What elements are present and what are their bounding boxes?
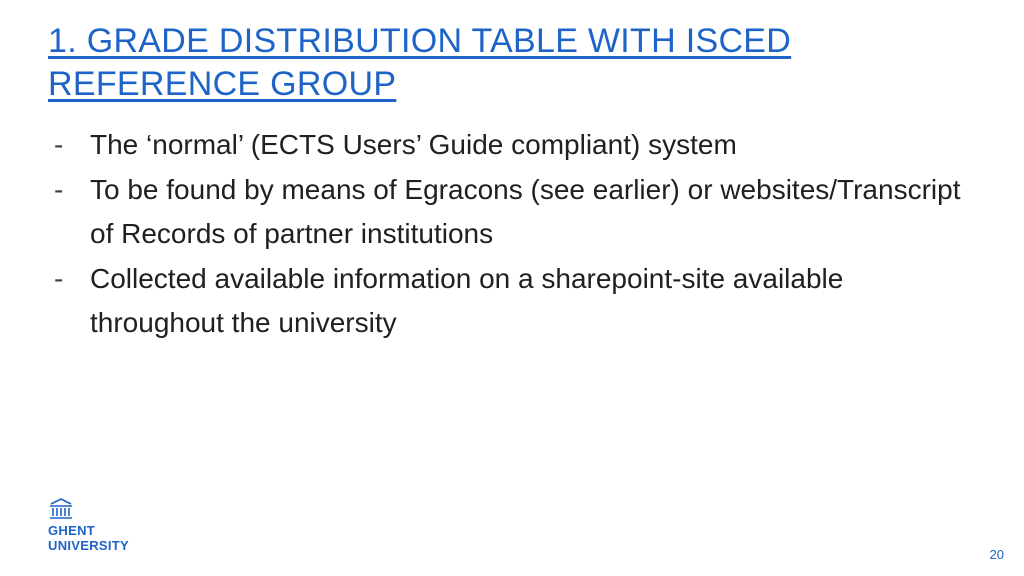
page-number: 20	[990, 547, 1004, 562]
slide-title: 1. GRADE DISTRIBUTION TABLE WITH ISCED R…	[48, 20, 976, 105]
bullet-list: The ‘normal’ (ECTS Users’ Guide complian…	[52, 123, 976, 344]
org-line-2: UNIVERSITY	[48, 539, 129, 554]
slide: 1. GRADE DISTRIBUTION TABLE WITH ISCED R…	[0, 0, 1024, 576]
university-building-icon	[48, 498, 74, 520]
org-line-1: GHENT	[48, 524, 129, 539]
org-name: GHENT UNIVERSITY	[48, 524, 129, 554]
footer-logo: GHENT UNIVERSITY	[48, 498, 129, 554]
list-item: To be found by means of Egracons (see ea…	[52, 168, 976, 255]
list-item: The ‘normal’ (ECTS Users’ Guide complian…	[52, 123, 976, 166]
list-item: Collected available information on a sha…	[52, 257, 976, 344]
